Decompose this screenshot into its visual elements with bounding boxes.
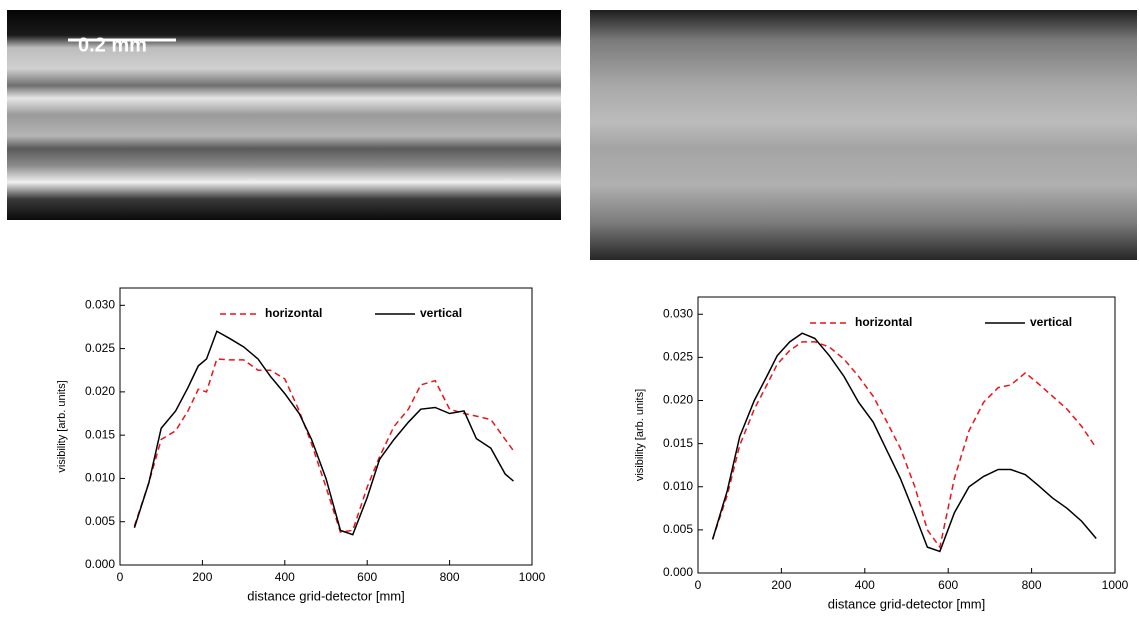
y-tick-label: 0.015 (663, 436, 693, 450)
x-tick-label: 600 (357, 570, 377, 584)
image-right (590, 10, 1137, 260)
y-tick-label: 0.005 (663, 522, 693, 536)
legend-label: vertical (1030, 315, 1072, 329)
y-axis-title: visibility [arb. units] (56, 380, 68, 472)
series-line (133, 330, 514, 536)
y-tick-label: 0.025 (85, 341, 115, 355)
y-tick-label: 0.025 (663, 350, 693, 364)
plot-frame (119, 287, 533, 566)
x-axis-title: distance grid-detector [mm] (247, 588, 405, 603)
x-tick-label: 600 (938, 578, 958, 592)
y-tick-label: 0.005 (85, 514, 115, 528)
y-tick-label: 0.020 (663, 393, 693, 407)
x-tick-label: 800 (440, 570, 460, 584)
series-line (711, 332, 1097, 553)
scale-bar-label: 0.2 mm (78, 34, 147, 56)
plot-frame (697, 296, 1116, 574)
y-axis-title: visibility [arb. units] (634, 389, 646, 481)
x-tick-label: 200 (771, 578, 791, 592)
y-tick-label: 0.030 (663, 306, 693, 320)
series-line (133, 358, 515, 533)
x-tick-label: 0 (117, 570, 124, 584)
x-tick-label: 200 (192, 570, 212, 584)
x-tick-label: 800 (1022, 578, 1042, 592)
legend-label: horizontal (855, 315, 912, 329)
y-tick-label: 0.020 (85, 384, 115, 398)
y-tick-label: 0.000 (663, 565, 693, 579)
image-left (7, 10, 561, 220)
y-tick-label: 0.010 (663, 479, 693, 493)
y-tick-label: 0.000 (85, 557, 115, 571)
legend-label: horizontal (265, 306, 322, 320)
y-tick-label: 0.015 (85, 427, 115, 441)
x-tick-label: 1000 (1102, 578, 1129, 592)
legend-label: vertical (420, 306, 462, 320)
x-tick-label: 400 (275, 570, 295, 584)
x-axis-title: distance grid-detector [mm] (828, 596, 986, 611)
y-tick-label: 0.030 (85, 297, 115, 311)
x-tick-label: 1000 (519, 570, 546, 584)
series-line (711, 341, 1097, 549)
x-tick-label: 0 (695, 578, 702, 592)
x-tick-label: 400 (855, 578, 875, 592)
y-tick-label: 0.010 (85, 471, 115, 485)
